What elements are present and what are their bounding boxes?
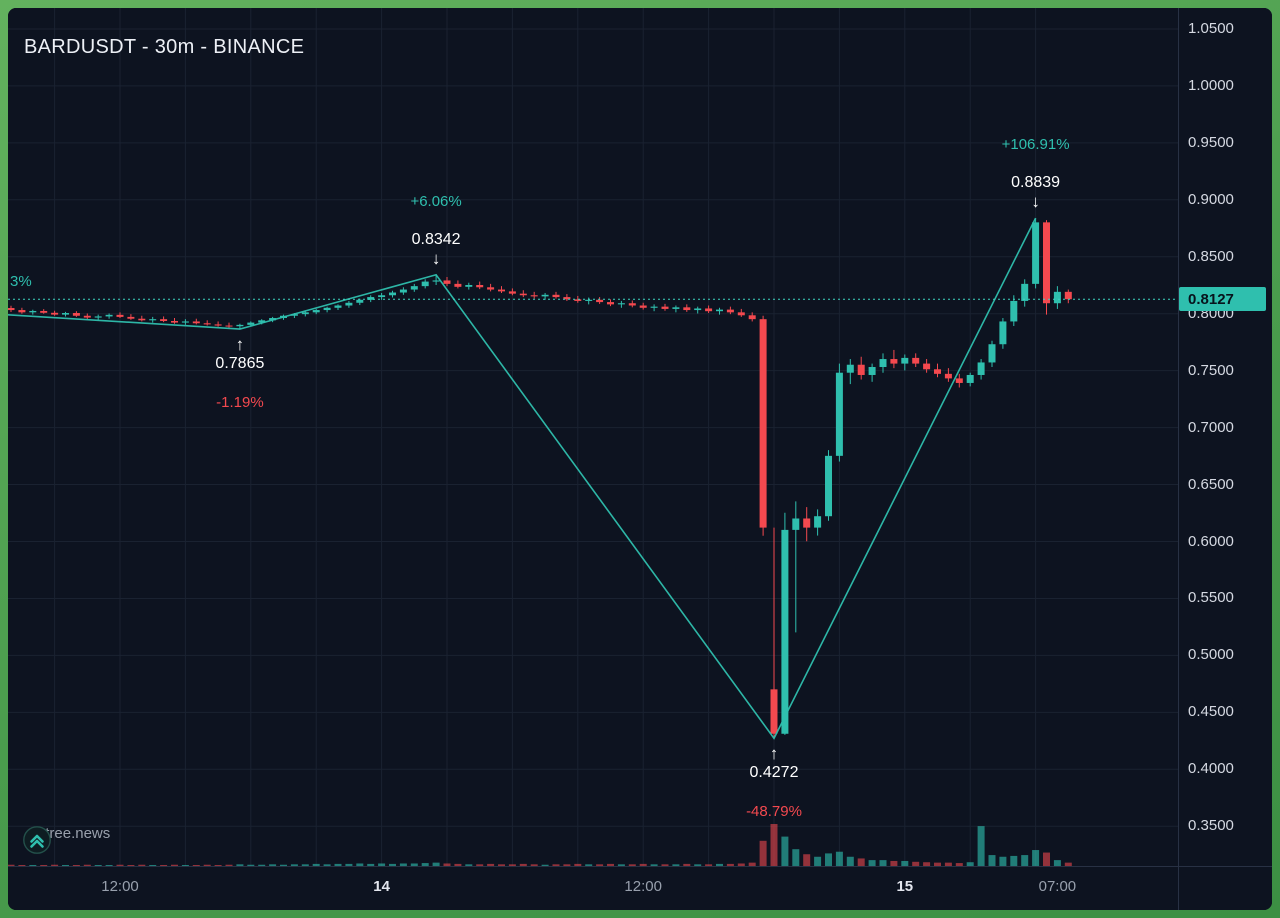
price-tick-label: 0.4000 xyxy=(1188,760,1234,778)
price-tick-label: 0.7500 xyxy=(1188,361,1234,379)
swing-annotation: ↑ 0.4272 -48.79% xyxy=(746,744,802,821)
time-axis-label: 07:00 xyxy=(1038,878,1077,895)
price-tick-label: 0.6500 xyxy=(1188,475,1234,493)
chart-plot-area[interactable]: BARDUSDT - 30m - BINANCE © tree.news ↑ 0.… xyxy=(8,8,1178,866)
price-tick-label: 0.9500 xyxy=(1188,133,1234,151)
swing-pct-label: -48.79% xyxy=(746,803,802,821)
price-tick-label: 0.4500 xyxy=(1188,703,1234,721)
swing-annotation: 3% xyxy=(10,273,32,291)
swing-price-label: 0.8839 xyxy=(1011,174,1061,192)
price-axis[interactable]: 0.8127 1.0500 1.0000 0.9500 0.9000 0.8500 0.8… xyxy=(1178,8,1272,866)
swing-annotation: +6.06% 0.8342 ↓ xyxy=(410,192,462,268)
arrow-down-icon: ↓ xyxy=(431,248,441,268)
price-tick-label: 1.0500 xyxy=(1188,19,1234,37)
time-axis-label: 15 xyxy=(896,878,914,895)
candlestick-chart-svg xyxy=(8,8,1178,866)
chart-title: BARDUSDT - 30m - BINANCE xyxy=(24,36,305,58)
price-tick-label: 0.8500 xyxy=(1188,247,1234,265)
time-axis[interactable]: 12:00 14 12:00 15 07:00 xyxy=(8,866,1178,910)
swing-price-label: 0.7865 xyxy=(215,355,265,373)
price-tick-label: 0.5500 xyxy=(1188,589,1234,607)
swing-annotation: ↑ 0.7865 -1.19% xyxy=(215,335,265,412)
time-axis-label: 12:00 xyxy=(101,878,139,895)
price-tick-label: 0.6000 xyxy=(1188,532,1234,550)
arrow-up-icon: ↑ xyxy=(235,335,245,355)
swing-price-label: 0.8342 xyxy=(411,230,461,248)
price-tick-label: 0.3500 xyxy=(1188,817,1234,835)
time-axis-label: 14 xyxy=(373,878,390,895)
swing-annotation: +106.91% 0.8839 ↓ xyxy=(1001,136,1070,212)
arrow-up-icon: ↑ xyxy=(769,744,779,764)
swing-pct-label: -1.19% xyxy=(216,394,264,412)
current-price-tag: 0.8127 xyxy=(1179,287,1266,312)
price-tick-label: 0.5000 xyxy=(1188,646,1234,664)
price-tick-label: 0.9000 xyxy=(1188,190,1234,208)
axis-corner xyxy=(1178,866,1272,910)
swing-pct-label: +6.06% xyxy=(410,192,462,210)
arrow-down-icon: ↓ xyxy=(1031,192,1040,212)
swing-price-label: 0.4272 xyxy=(749,764,799,782)
price-tick-label: 1.0000 xyxy=(1188,76,1234,94)
swing-pct-label: +106.91% xyxy=(1001,136,1070,154)
tree-news-watermark[interactable]: © tree.news xyxy=(22,825,110,854)
price-tick-label: 0.7000 xyxy=(1188,418,1234,436)
time-axis-label: 12:00 xyxy=(624,878,662,895)
chart-window: BARDUSDT - 30m - BINANCE © tree.news ↑ 0.… xyxy=(8,8,1272,910)
